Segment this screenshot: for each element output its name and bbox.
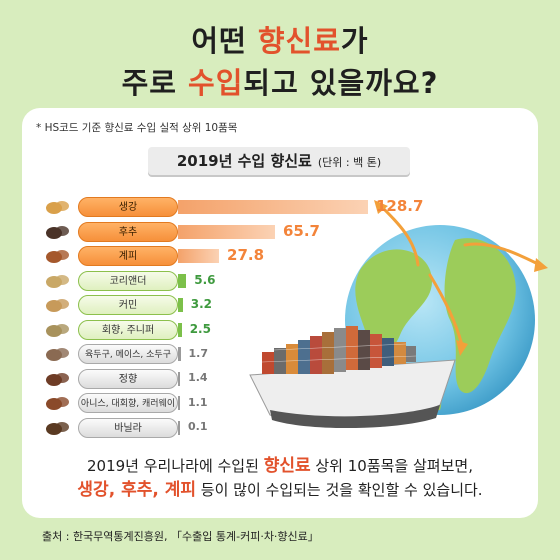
summary-highlight: 생강, 후추, 계피 <box>77 480 197 500</box>
globe-icon <box>345 225 535 415</box>
vanilla-icon <box>44 417 72 439</box>
category-label: 정향 <box>78 368 178 389</box>
bar <box>178 200 368 214</box>
chart-title-box: 2019년 수입 향신료 (단위 : 백 톤) <box>148 147 410 175</box>
chart-note: * HS코드 기준 향신료 수입 실적 상위 10품목 <box>36 122 238 134</box>
category-label: 코리앤더 <box>78 270 178 291</box>
summary-line-2: 생강, 후추, 계피 등이 많이 수입되는 것을 확인할 수 있습니다. <box>0 475 560 500</box>
value-label: 65.7 <box>282 221 320 240</box>
category-label: 회향, 주니퍼 <box>78 319 178 340</box>
headline-text: 가 <box>340 24 369 58</box>
summary-text: 등이 많이 수입되는 것을 확인할 수 있습니다. <box>196 481 483 499</box>
summary-highlight: 향신료 <box>263 456 311 476</box>
star-anise-icon <box>44 392 72 414</box>
value-label: 1.1 <box>188 395 208 409</box>
value-label: 1.4 <box>188 371 208 385</box>
bar <box>178 249 220 263</box>
bar <box>178 224 275 239</box>
headline-text: 주로 <box>121 66 189 100</box>
trade-arrows <box>378 203 542 347</box>
pepper-icon <box>44 221 72 243</box>
chart-unit: (단위 : 백 톤) <box>317 156 382 169</box>
summary-text: 상위 10품목을 살펴보면, <box>310 457 473 475</box>
ginger-icon <box>44 196 72 218</box>
headline-line-2: 주로 수입되고 있을까요? <box>0 60 560 102</box>
category-label: 아니스, 대회향, 캐러웨이 <box>78 393 178 413</box>
category-label: 후추 <box>78 221 178 242</box>
fennel-icon <box>44 319 72 341</box>
chart-title: 2019년 수입 향신료 <box>176 152 312 170</box>
category-label: 계피 <box>78 246 178 266</box>
value-label: 128.7 <box>376 197 424 216</box>
headline-highlight: 향신료 <box>257 24 341 58</box>
cumin-icon <box>44 294 72 316</box>
category-label: 바닐라 <box>78 417 178 438</box>
summary-text: 2019년 우리나라에 수입된 <box>87 457 264 475</box>
category-label: 생강 <box>78 197 178 217</box>
summary-line-1: 2019년 우리나라에 수입된 향신료 상위 10품목을 살펴보면, <box>0 451 560 476</box>
bar <box>178 347 181 361</box>
headline-line-1: 어떤 향신료가 <box>0 18 560 60</box>
bar <box>178 322 182 337</box>
value-label: 1.7 <box>188 346 209 360</box>
value-label: 3.2 <box>190 297 212 312</box>
container-ship-icon <box>249 326 456 429</box>
coriander-icon <box>44 270 72 292</box>
bar <box>178 371 181 386</box>
headline-text: 어떤 <box>191 24 258 58</box>
bar <box>178 420 180 435</box>
cinnamon-icon <box>44 245 72 267</box>
source-credit: 출처 : 한국무역통계진흥원, 「수출입 통계-커피·차·향신료」 <box>42 530 319 543</box>
nutmeg-icon <box>44 343 72 365</box>
headline-highlight: 수입 <box>188 66 244 100</box>
bar <box>178 396 180 410</box>
value-label: 2.5 <box>189 321 211 336</box>
clove-icon <box>44 368 72 390</box>
category-label: 커민 <box>78 295 178 315</box>
category-label: 육두구, 메이스, 소두구 <box>78 344 178 364</box>
value-label: 5.6 <box>194 272 216 287</box>
value-label: 27.8 <box>227 246 265 265</box>
headline-text: 되고 있을까요? <box>243 66 439 100</box>
bar <box>178 273 187 288</box>
bar <box>178 298 183 312</box>
value-label: 0.1 <box>188 420 208 434</box>
